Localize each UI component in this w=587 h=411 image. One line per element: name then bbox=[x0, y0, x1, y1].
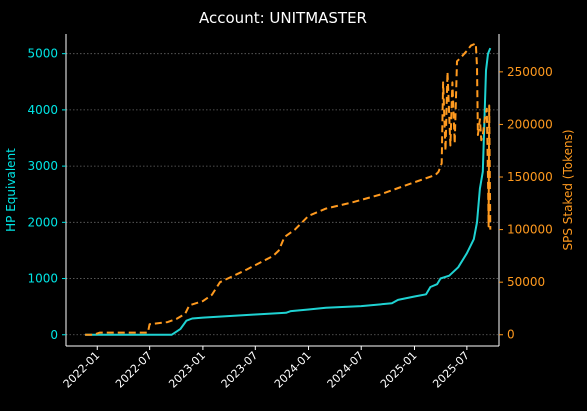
x-tick-label: 2022-01 bbox=[61, 349, 103, 391]
series-layer bbox=[85, 42, 492, 336]
right-tick-label: 0 bbox=[507, 328, 515, 342]
gridlines bbox=[66, 53, 499, 336]
left-tick-label: 4000 bbox=[27, 103, 58, 117]
left-tick-label: 0 bbox=[50, 328, 58, 342]
x-tick-label: 2023-07 bbox=[219, 349, 261, 391]
axes bbox=[62, 34, 503, 350]
x-tick-label: 2023-01 bbox=[166, 349, 208, 391]
left-tick-label: 1000 bbox=[27, 272, 58, 286]
right-tick-label: 50000 bbox=[507, 275, 545, 289]
right-tick-label: 200000 bbox=[507, 117, 553, 131]
left-tick-label: 5000 bbox=[27, 47, 58, 61]
right-axis-label: SPS Staked (Tokens) bbox=[561, 129, 575, 250]
left-axis-label: HP Equivalent bbox=[4, 148, 18, 232]
x-tick-label: 2025-07 bbox=[430, 349, 472, 391]
left-tick-label: 3000 bbox=[27, 159, 58, 173]
right-tick-label: 250000 bbox=[507, 65, 553, 79]
x-tick-label: 2022-07 bbox=[113, 349, 155, 391]
chart-title: Account: UNITMASTER bbox=[199, 9, 367, 27]
hp-equivalent-line bbox=[85, 47, 492, 336]
x-tick-label: 2024-07 bbox=[325, 349, 367, 391]
tick-labels: 0100020003000400050000500001000001500002… bbox=[27, 47, 552, 391]
sps-staked-line bbox=[85, 42, 492, 336]
right-tick-label: 100000 bbox=[507, 223, 553, 237]
right-tick-label: 150000 bbox=[507, 170, 553, 184]
x-tick-label: 2024-01 bbox=[272, 349, 314, 391]
x-tick-label: 2025-01 bbox=[378, 349, 420, 391]
left-tick-label: 2000 bbox=[27, 215, 58, 229]
